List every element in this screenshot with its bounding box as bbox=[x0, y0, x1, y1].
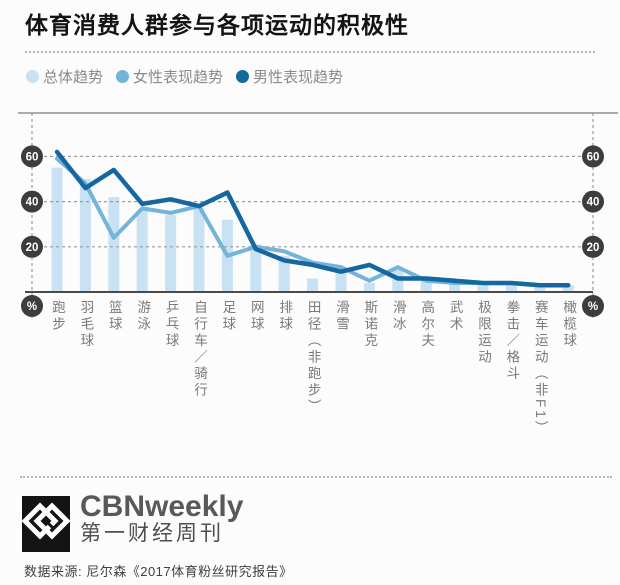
y-tick-badge bbox=[21, 190, 43, 213]
logo-subtext: 第一财经周刊 bbox=[80, 522, 224, 545]
bar-拳击／格斗 bbox=[505, 285, 517, 292]
x-label-滑雪: 滑雪 bbox=[334, 300, 349, 333]
x-label-网球: 网球 bbox=[248, 300, 264, 333]
x-label-篮球: 篮球 bbox=[106, 300, 122, 333]
bar-田径（非跑步） bbox=[307, 278, 319, 292]
legend-dot-icon bbox=[26, 70, 39, 83]
legend-item-male: 男性表现趋势 bbox=[236, 66, 343, 87]
cbnweekly-logo-icon bbox=[22, 496, 70, 552]
legend-label: 总体趋势 bbox=[43, 69, 104, 86]
x-label-足球: 足球 bbox=[220, 300, 236, 333]
y-tick-badge bbox=[582, 145, 604, 168]
x-label-滑冰: 滑冰 bbox=[390, 300, 406, 333]
x-label-赛车运动（非F1）: 赛车运动（非F1） bbox=[532, 300, 548, 438]
logo-wordmark: CBNweekly bbox=[80, 490, 244, 523]
y-tick-label: 40 bbox=[587, 197, 600, 209]
x-label-排球: 排球 bbox=[277, 300, 293, 333]
y-tick-badge bbox=[21, 235, 43, 258]
bar-橄榄球 bbox=[562, 285, 574, 292]
bar-极限运动 bbox=[477, 282, 489, 292]
y-tick-label: 60 bbox=[587, 151, 600, 163]
x-label-极限运动: 极限运动 bbox=[476, 300, 491, 366]
bar-高尔夫 bbox=[420, 280, 432, 292]
x-label-武术: 武术 bbox=[447, 300, 463, 333]
legend-label: 女性表现趋势 bbox=[133, 69, 224, 86]
bar-跑步 bbox=[51, 167, 63, 292]
bar-武术 bbox=[449, 282, 461, 292]
sports-participation-chart: 20 40 60% 20 40 60% bbox=[18, 112, 618, 318]
chart-legend: 总体趋势 女性表现趋势 男性表现趋势 bbox=[26, 66, 343, 87]
bar-赛车运动（非F1） bbox=[534, 285, 546, 292]
bar-游泳 bbox=[136, 210, 148, 292]
legend-dot-icon bbox=[116, 70, 130, 83]
y-unit-label: % bbox=[27, 301, 37, 313]
page-title: 体育消费人群参与各项运动的积极性 bbox=[25, 12, 409, 38]
bar-滑雪 bbox=[335, 267, 347, 292]
y-unit-label: % bbox=[588, 301, 598, 313]
footer-separator bbox=[20, 476, 612, 478]
legend-item-female: 女性表现趋势 bbox=[116, 66, 223, 87]
legend-label: 男性表现趋势 bbox=[253, 69, 344, 86]
bar-网球 bbox=[250, 244, 262, 292]
x-label-跑步: 跑步 bbox=[50, 300, 65, 333]
legend-item-overall: 总体趋势 bbox=[26, 66, 103, 87]
x-label-自行车／骑行: 自行车／骑行 bbox=[192, 300, 207, 399]
bar-篮球 bbox=[108, 197, 120, 292]
x-label-橄榄球: 橄榄球 bbox=[561, 300, 577, 350]
title-separator bbox=[25, 51, 595, 53]
bar-乒乓球 bbox=[165, 215, 177, 292]
bar-排球 bbox=[278, 255, 290, 292]
y-tick-badge bbox=[21, 145, 43, 168]
x-label-田径（非跑步）: 田径（非跑步） bbox=[305, 300, 321, 416]
x-label-乒乓球: 乒乓球 bbox=[163, 300, 179, 350]
bar-斯诺克 bbox=[363, 282, 375, 292]
bar-滑冰 bbox=[392, 269, 404, 292]
y-unit-badge bbox=[582, 295, 604, 317]
legend-dot-icon bbox=[236, 70, 250, 83]
y-tick-badge bbox=[582, 235, 604, 258]
bar-自行车／骑行 bbox=[193, 208, 205, 292]
x-label-羽毛球: 羽毛球 bbox=[78, 300, 94, 350]
y-tick-label: 20 bbox=[26, 242, 39, 254]
x-label-斯诺克: 斯诺克 bbox=[362, 300, 378, 350]
x-label-游泳: 游泳 bbox=[135, 300, 151, 333]
y-unit-badge bbox=[21, 295, 43, 317]
y-tick-badge bbox=[582, 190, 604, 213]
male-trend-line bbox=[54, 149, 571, 288]
x-label-高尔夫: 高尔夫 bbox=[419, 300, 435, 350]
y-tick-label: 40 bbox=[26, 197, 39, 209]
bar-羽毛球 bbox=[79, 179, 91, 292]
y-tick-label: 20 bbox=[587, 242, 600, 254]
y-tick-label: 60 bbox=[26, 151, 39, 163]
x-label-拳击／格斗: 拳击／格斗 bbox=[504, 300, 520, 383]
data-source-note: 数据来源: 尼尔森《2017体育粉丝研究报告》 bbox=[24, 564, 293, 579]
